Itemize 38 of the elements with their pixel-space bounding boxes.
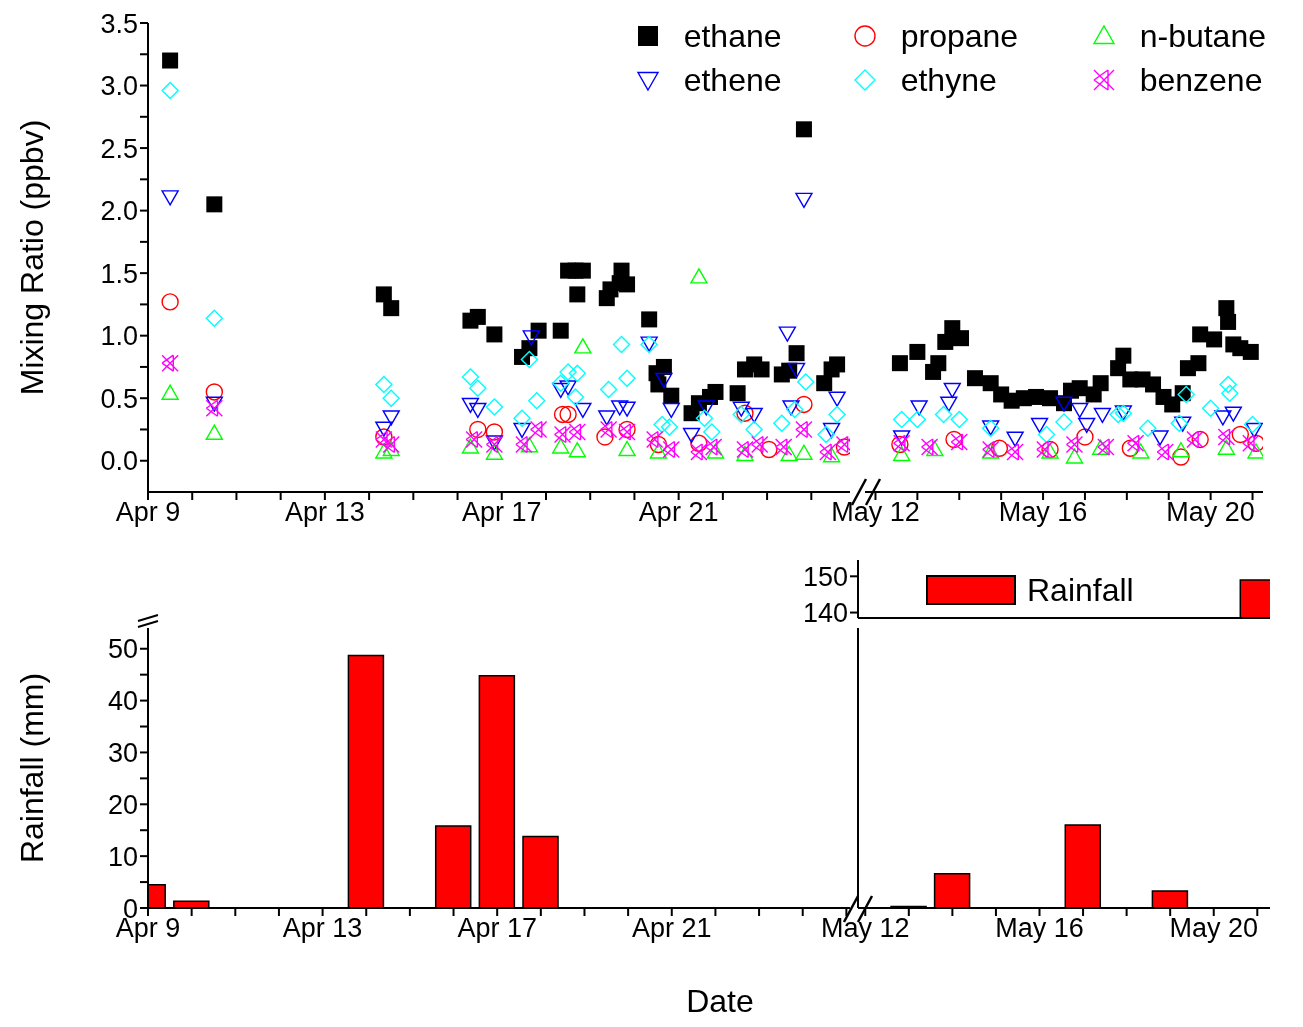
y-tick-label: 40 [107,686,138,717]
y-tick-label: 0.0 [100,446,138,477]
legend-label: n-butane [1139,17,1266,56]
legend-label: ethene [683,61,782,100]
y-axis-title: Mixing Ratio (ppbv) [14,119,51,396]
x-axis-title: Date [685,983,755,1020]
y-tick-label: 2.0 [100,196,138,227]
y-axis-title: Rainfall (mm) [14,672,51,864]
x-tick-label: Apr 21 [631,913,712,944]
x-tick-label: Apr 9 [115,497,181,528]
x-tick-label: May 12 [820,913,910,944]
x-tick-label: Apr 17 [457,913,537,944]
y-tick-label: 150 [802,561,848,592]
y-tick-label: 0.5 [100,383,138,414]
y-tick-label: 3.0 [100,71,138,102]
x-tick-label: Apr 17 [461,497,542,528]
x-tick-label: May 20 [1166,497,1255,528]
y-tick-label: 30 [107,738,138,769]
legend-label: Rainfall [1027,571,1134,610]
x-tick-label: May 16 [998,497,1088,528]
y-tick-label: 1.0 [100,321,138,352]
x-tick-label: May 20 [1169,913,1259,944]
y-tick-label: 1.5 [100,258,138,289]
y-tick-label: 50 [107,634,138,665]
y-tick-label: 140 [802,598,848,629]
y-tick-label: 3.5 [100,8,138,39]
x-tick-label: Apr 21 [638,497,719,528]
x-tick-label: May 12 [831,497,920,528]
legend-label: propane [900,17,1019,56]
legend-label: ethane [683,17,782,56]
legend-label: ethyne [900,61,997,100]
y-tick-label: 2.5 [100,133,138,164]
x-tick-label: May 16 [995,913,1084,944]
legend-label: benzene [1139,61,1263,100]
x-tick-label: Apr 13 [282,913,363,944]
x-tick-label: Apr 13 [285,497,365,528]
y-tick-label: 20 [107,789,138,820]
y-tick-label: 10 [107,841,138,872]
